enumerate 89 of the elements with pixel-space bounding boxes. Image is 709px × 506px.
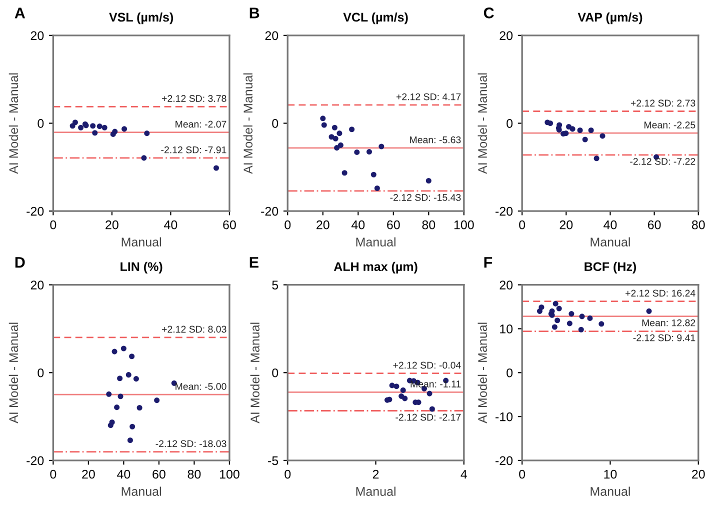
chart-title: VSL (µm/s)	[109, 12, 174, 24]
text: C	[484, 8, 494, 18]
x-tick-label: 20	[106, 220, 118, 230]
ref-line-label: +2.12 SD: 3.78	[162, 95, 226, 102]
x-tick-label: 60	[648, 220, 661, 230]
ref-line-label: -2.12 SD: -15.43	[390, 194, 461, 201]
x-tick-label: 40	[351, 220, 365, 230]
chart-title: LIN (%)	[120, 262, 162, 274]
x-tick-label: 80	[692, 220, 705, 230]
y-tick-label: 0	[506, 368, 513, 378]
x-axis-title: Manual	[122, 237, 161, 246]
y-tick-label: -20	[26, 456, 44, 466]
y-tick-label: 0	[38, 119, 44, 128]
x-axis-title: Manual	[590, 486, 630, 496]
x-axis-title: Manual	[356, 486, 396, 496]
y-tick-label: 20	[265, 31, 278, 40]
y-axis-title: AI Model - Manual	[243, 73, 253, 174]
ref-line-label: Mean: -5.00	[176, 383, 226, 390]
ref-line-label: -2.12 SD: -7.91	[161, 146, 226, 154]
x-tick-label: 60	[152, 470, 166, 479]
y-tick-label: 20	[500, 31, 513, 40]
ref-line-label: -2.12 SD: 9.41	[633, 334, 696, 342]
x-axis-title: Manual	[590, 237, 630, 246]
x-tick-label: 4	[460, 470, 468, 479]
y-tick-label: 0	[272, 368, 278, 378]
y-tick-label: 5	[272, 280, 278, 290]
ref-line-label: -2.12 SD: -18.03	[156, 440, 226, 448]
ref-line-label: +2.12 SD: 4.17	[396, 93, 461, 100]
x-tick-label: 0	[50, 470, 56, 479]
y-axis-title: AI Model - Manual	[478, 322, 487, 424]
y-tick-label: 0	[272, 119, 278, 128]
y-axis-title: AI Model - Manual	[478, 73, 487, 174]
y-tick-label: -20	[496, 456, 513, 466]
ref-line-label: Mean: -2.25	[644, 122, 696, 128]
x-tick-label: 0	[519, 470, 526, 479]
x-tick-label: 100	[220, 470, 240, 479]
x-tick-label: 20	[560, 220, 573, 230]
x-tick-label: 60	[387, 220, 400, 230]
text: E	[250, 257, 258, 268]
text: F	[484, 257, 492, 268]
x-tick-label: 40	[164, 220, 178, 230]
y-tick-label: -5	[268, 456, 278, 466]
y-tick-label: 10	[500, 324, 513, 334]
x-axis-title: Manual	[356, 237, 396, 246]
ref-line-label: +2.12 SD: -0.04	[393, 362, 461, 369]
y-tick-label: 20	[500, 280, 513, 290]
y-tick-label: -10	[496, 412, 513, 422]
x-axis-title: Manual	[122, 486, 161, 496]
x-tick-label: 0	[284, 220, 291, 230]
x-tick-label: 60	[223, 220, 236, 230]
y-tick-label: 20	[30, 280, 44, 290]
text: B	[250, 8, 260, 18]
y-axis-title: AI Model - Manual	[250, 322, 260, 424]
ref-line-label: -2.12 SD: -7.22	[630, 158, 696, 165]
y-tick-label: 0	[506, 119, 513, 128]
y-axis-title: AI Model - Manual	[8, 322, 18, 424]
ref-line-label: +2.12 SD: 2.73	[630, 100, 696, 107]
ref-line-label: +2.12 SD: 16.24	[626, 290, 696, 297]
x-tick-label: 40	[604, 220, 617, 230]
y-axis-title: AI Model - Manual	[8, 73, 18, 174]
ref-line-label: +2.12 SD: 8.03	[162, 326, 226, 333]
text: D	[15, 257, 25, 268]
x-tick-label: 20	[316, 220, 330, 230]
x-tick-label: 100	[454, 220, 474, 230]
x-tick-label: 40	[117, 470, 130, 479]
x-tick-label: 20	[82, 470, 95, 479]
ref-line-label: Mean: -1.11	[410, 380, 461, 388]
ref-line-label: Mean: -5.63	[410, 136, 461, 144]
chart-title: VAP (µm/s)	[578, 12, 642, 24]
x-tick-label: 2	[372, 470, 379, 479]
chart-title: BCF (Hz)	[584, 262, 636, 274]
x-tick-label: 0	[50, 220, 56, 230]
y-tick-label: 20	[30, 31, 44, 40]
x-tick-label: 20	[692, 470, 705, 479]
y-tick-label: -20	[26, 206, 44, 216]
text: A	[14, 8, 26, 18]
x-tick-label: 10	[604, 470, 617, 479]
y-tick-label: -20	[496, 206, 513, 216]
chart-title: VCL (µm/s)	[343, 12, 408, 24]
y-tick-label: 0	[38, 368, 44, 378]
x-tick-label: 80	[188, 470, 201, 479]
x-tick-label: 0	[284, 470, 291, 479]
x-tick-label: 0	[519, 220, 526, 230]
ref-line-label: -2.12 SD: -2.17	[396, 414, 461, 421]
y-tick-label: -20	[261, 206, 278, 216]
ref-line-label: Mean: 12.82	[642, 319, 696, 326]
ref-line-label: Mean: -2.07	[176, 120, 226, 128]
chart-title: ALH max (µm)	[334, 262, 418, 274]
x-tick-label: 80	[422, 220, 436, 230]
